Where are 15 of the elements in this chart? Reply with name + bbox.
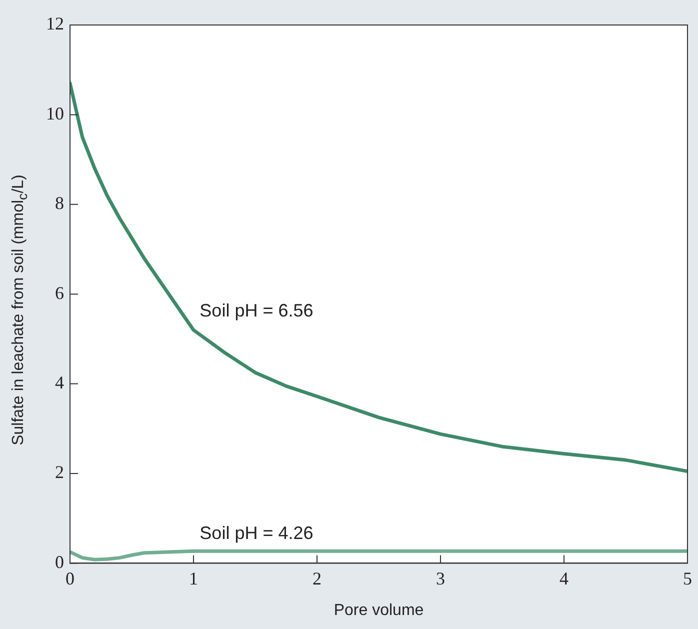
y-tick-label: 10 — [46, 103, 64, 124]
series-label: Soil pH = 4.26 — [200, 523, 314, 544]
y-tick-label: 8 — [55, 193, 64, 214]
y-tick-label: 6 — [55, 282, 64, 303]
x-tick-label: 5 — [683, 568, 692, 589]
y-tick-label: 0 — [55, 552, 64, 572]
x-tick-label: 2 — [312, 568, 322, 589]
x-tick-label: 1 — [189, 568, 198, 589]
y-tick-label: 2 — [55, 462, 64, 482]
x-tick-label: 3 — [436, 568, 445, 589]
x-tick-label: 4 — [560, 568, 568, 589]
series-label: Soil pH = 6.56 — [200, 300, 314, 320]
y-tick-label: 4 — [55, 372, 64, 393]
x-axis-title: Pore volume — [334, 602, 424, 619]
y-tick-label: 12 — [46, 14, 64, 34]
